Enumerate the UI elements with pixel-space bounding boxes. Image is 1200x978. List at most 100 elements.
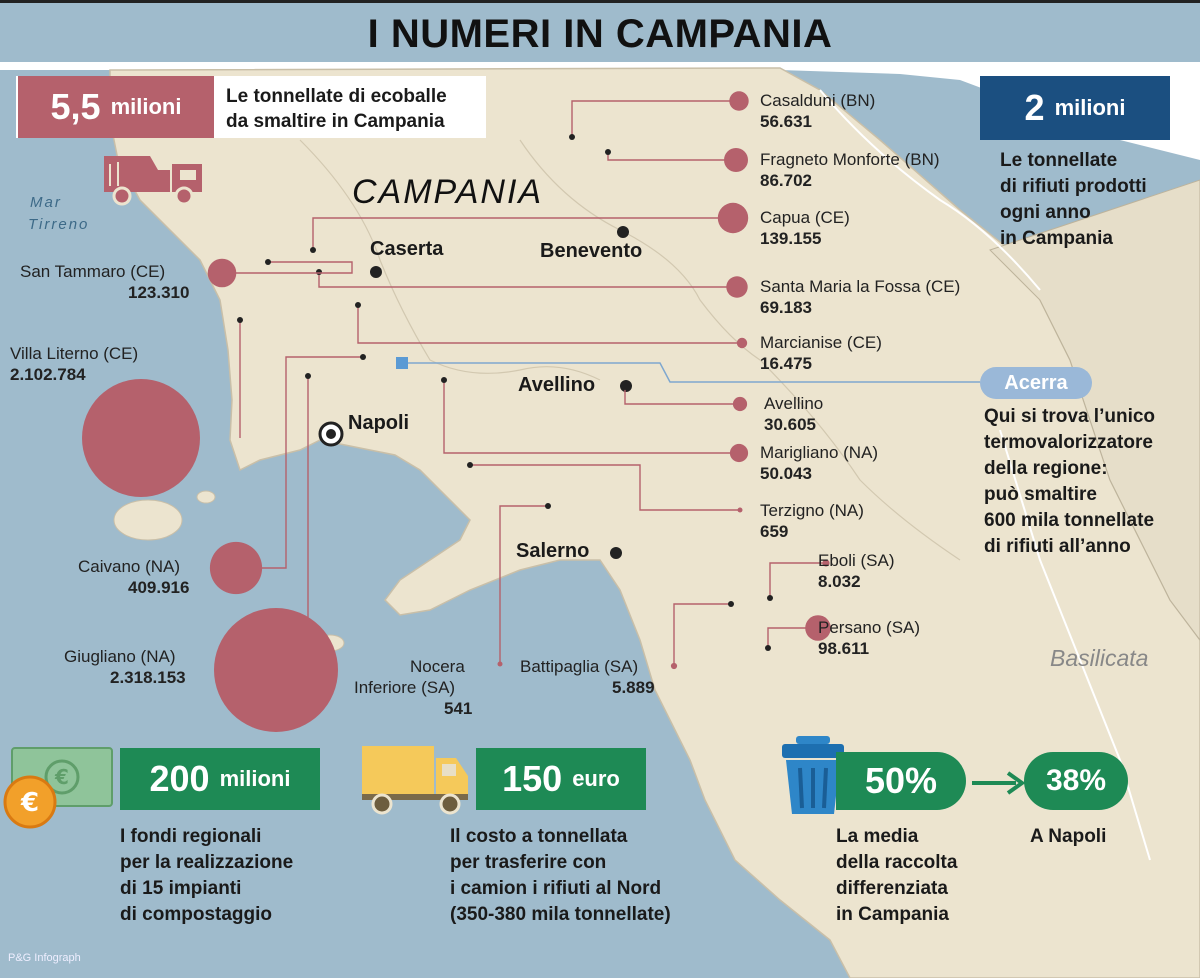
ecoballe-value: 5,5 [50, 86, 101, 127]
site-location-dot [767, 595, 773, 601]
site-location-dot [605, 149, 611, 155]
site-bubble [805, 615, 831, 641]
city-dot [370, 266, 382, 278]
site-location-dot [310, 247, 316, 253]
site-label: Terzigno (NA) 659 [760, 500, 864, 542]
city-avellino: Avellino [518, 374, 596, 396]
site-value: 123.310 [128, 283, 190, 302]
ecoballe-desc-line2: da smaltire in Campania [226, 111, 445, 132]
site-name: Fragneto Monforte (BN) [760, 150, 940, 169]
outside-region-north [0, 62, 1200, 160]
fondi-desc-line1: I fondi regionali [120, 826, 262, 847]
napoli-value: 38% [1045, 764, 1107, 797]
site-location-dot [237, 317, 243, 323]
site-bubble [737, 507, 743, 513]
city-salerno: Salerno [516, 540, 590, 562]
site-bubble [670, 662, 678, 670]
truck-icon [362, 746, 468, 815]
site-name: Casalduni (BN) [760, 91, 876, 110]
site-value: 5.889 [612, 678, 655, 697]
site-bubble [726, 276, 748, 298]
svg-text:€: € [54, 765, 69, 789]
costo-desc-line1: Il costo a tonnellata [450, 826, 628, 847]
site-location-dot [622, 384, 628, 390]
site-name: San Tammaro (CE) [20, 262, 166, 281]
ecoballe-badge: 5,5 milioni [18, 76, 214, 138]
rifiuti-desc-line4: in Campania [1000, 228, 1113, 249]
leader-line [767, 627, 818, 648]
city-benevento: Benevento [540, 240, 643, 262]
rifiuti-desc-line2: di rifiuti prodotti [1000, 176, 1147, 197]
site-location-dot [360, 354, 366, 360]
province-border [759, 359, 961, 561]
fondi-unit: milioni [219, 766, 291, 791]
site-label: Santa Maria la Fossa (CE) 69.183 [760, 276, 960, 318]
city-caserta: Caserta [370, 238, 444, 260]
site-value: 16.475 [760, 354, 812, 373]
site-value: 56.631 [760, 112, 812, 131]
province-border [299, 139, 601, 381]
site-label: San Tammaro (CE) 123.310 [20, 261, 189, 303]
differenziata-desc-line3: differenziata [836, 878, 948, 899]
site-name: Battipaglia (SA) [520, 657, 639, 676]
site-name: Persano (SA) [818, 618, 921, 637]
region-label-basilicata: Basilicata [1050, 645, 1149, 671]
province-border [519, 139, 761, 361]
island-ischia [113, 499, 183, 541]
leader-line [318, 272, 737, 288]
napoli-badge: 38% [1024, 752, 1128, 810]
leader-line [607, 152, 736, 161]
site-bubble [822, 559, 830, 567]
rifiuti-badge: 2 milioni [980, 76, 1170, 140]
site-name: Santa Maria la Fossa (CE) [760, 277, 961, 296]
top-rule [0, 0, 1200, 3]
site-bubble [82, 379, 200, 497]
fondi-desc-line2: per la realizzazione [120, 852, 294, 873]
leader-line [769, 562, 826, 598]
site-label: Nocera Inferiore (SA) 541 [340, 656, 472, 719]
site-name: Eboli (SA) [818, 551, 895, 570]
site-bubble [214, 608, 338, 732]
leader-line [499, 505, 548, 664]
site-label: Battipaglia (SA) 5.889 [520, 656, 655, 698]
site-value: 8.032 [818, 572, 861, 591]
ecoballe-unit: milioni [110, 94, 182, 119]
garbage-truck-icon [104, 156, 202, 206]
differenziata-badge: 50% [836, 752, 966, 810]
ecoballe-desc-line1: Le tonnellate di ecoballe [226, 86, 447, 107]
fondi-badge: 200 milioni [120, 748, 320, 810]
costo-desc-line3: i camion i rifiuti al Nord [450, 878, 662, 899]
differenziata-desc-line2: della raccolta [836, 852, 958, 873]
site-name-line2: Inferiore (SA) [354, 678, 456, 697]
site-name: Marigliano (NA) [760, 443, 879, 462]
acerra-desc-line6: di rifiuti all’anno [984, 536, 1131, 557]
site-label: Persano (SA) 98.611 [818, 617, 920, 659]
site-location-dot [765, 645, 771, 651]
site-value: 86.702 [760, 171, 812, 190]
site-value: 139.155 [760, 229, 822, 248]
leader-line [236, 356, 363, 569]
city-dot [617, 226, 629, 238]
fondi-value: 200 [149, 758, 210, 799]
arrow-right-icon [972, 771, 1026, 795]
leader-line [673, 603, 731, 666]
acerra-desc-line1: Qui si trova l’unico [984, 406, 1156, 427]
rifiuti-value: 2 [1024, 87, 1045, 128]
site-value: 50.043 [760, 464, 812, 483]
costo-desc-line4: (350-380 mila tonnellate) [450, 904, 671, 925]
leader-line [443, 380, 739, 454]
site-location-dot [265, 259, 271, 265]
rifiuti-desc-line1: Le tonnellate [1000, 150, 1118, 171]
site-bubble [736, 337, 748, 349]
site-label: Eboli (SA) 8.032 [818, 550, 895, 592]
site-label: Villa Literno (CE) 2.102.784 [10, 343, 138, 385]
acerra-desc-line5: 600 mila tonnellate [984, 510, 1155, 531]
site-bubble [729, 443, 749, 463]
site-location-dot [545, 503, 551, 509]
site-location-dot [305, 373, 311, 379]
site-label: Casalduni (BN) 56.631 [760, 90, 875, 132]
site-label: Giugliano (NA) 2.318.153 [64, 646, 186, 688]
land-east [989, 179, 1200, 641]
region-label-campania: CAMPANIA [352, 173, 544, 211]
site-value: 659 [760, 522, 789, 541]
